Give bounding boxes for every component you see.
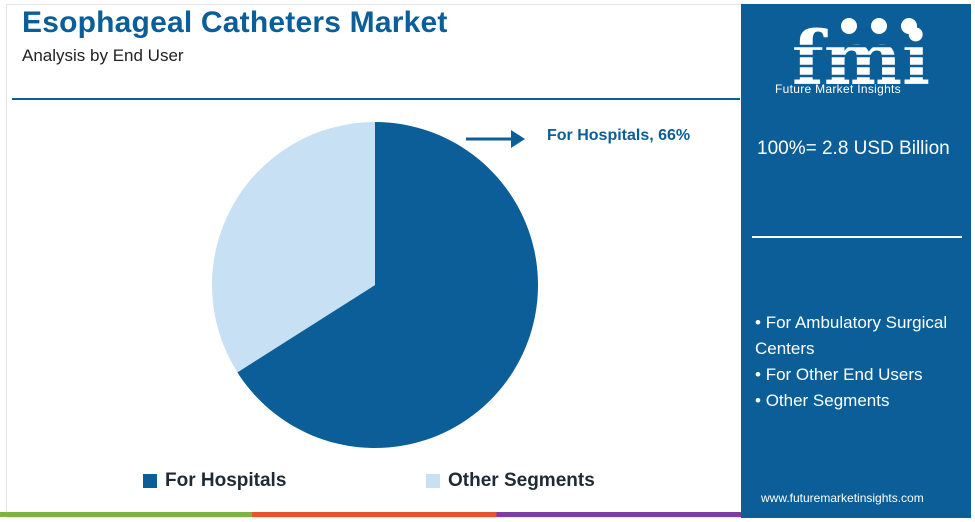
segment-ambulatory: For Ambulatory Surgical Centers (755, 313, 948, 358)
hospitals-callout: For Hospitals, 66% (463, 124, 743, 154)
website-link[interactable]: www.futuremarketinsights.com (761, 491, 924, 505)
segment-other: Other Segments (765, 391, 890, 410)
accent-bar (0, 512, 741, 517)
fmi-logo: fmi (791, 16, 931, 102)
logo-chart-icon (871, 18, 887, 34)
legend-label-other: Other Segments (448, 470, 595, 491)
list-item: • Other Segments (755, 391, 890, 410)
chart-subtitle: Analysis by End User (22, 46, 184, 65)
legend-swatch-other (426, 474, 440, 488)
arrow-right-icon (466, 130, 525, 148)
logo-globe-icon (901, 18, 917, 34)
pie-slice-other-segments (211, 121, 375, 373)
side-panel: fmi Future Market Insights 100%= 2.8 USD… (741, 4, 971, 518)
side-divider (752, 236, 962, 238)
segment-other-end-users: For Other End Users (765, 365, 923, 384)
list-item: • For Ambulatory Surgical Centers (755, 313, 948, 358)
legend-label-hospitals: For Hospitals (165, 470, 287, 491)
legend-swatch-hospitals (143, 474, 157, 488)
legend-item-other: Other Segments (426, 470, 595, 492)
market-total: 100%= 2.8 USD Billion (757, 138, 950, 159)
chart-title: Esophageal Catheters Market (22, 6, 448, 39)
logo-person-icon (841, 18, 857, 34)
logo-caption: Future Market Insights (775, 82, 901, 96)
title-divider (12, 98, 740, 100)
pie-chart (200, 110, 550, 460)
other-segments-list: • For Ambulatory Surgical Centers • For … (755, 310, 960, 414)
pie-svg (211, 121, 538, 448)
list-item: • For Other End Users (755, 365, 923, 384)
legend-item-hospitals: For Hospitals (143, 470, 286, 492)
callout-label: For Hospitals, 66% (547, 127, 691, 144)
pie-slice-for-hospitals (237, 122, 538, 448)
